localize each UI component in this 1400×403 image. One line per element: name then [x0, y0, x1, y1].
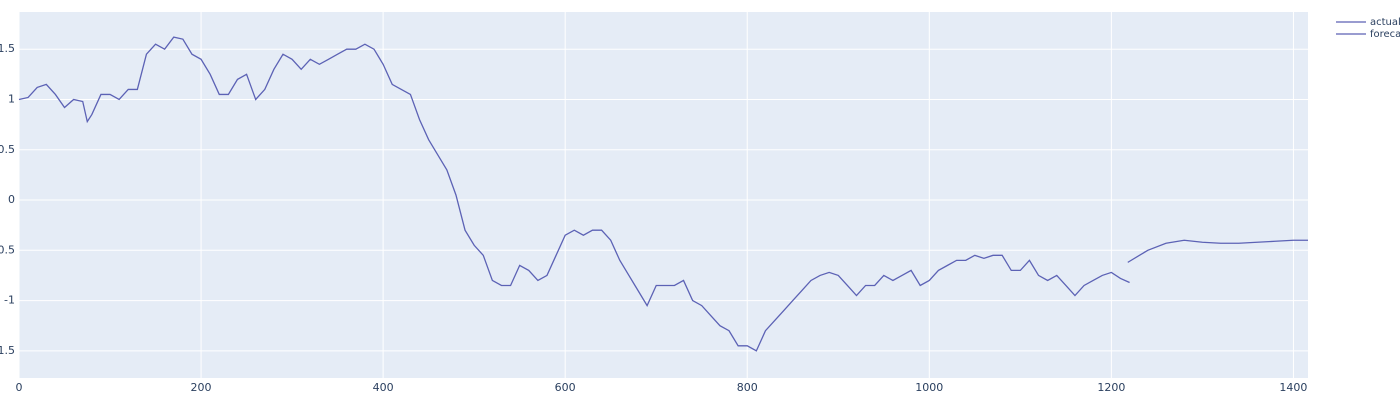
y-tick-label: -0.5 [0, 243, 15, 256]
x-tick-label: 1400 [1279, 381, 1307, 394]
legend-label[interactable]: actual [1370, 17, 1400, 28]
y-tick-label: 0 [8, 193, 15, 206]
x-tick-label: 1200 [1097, 381, 1125, 394]
x-tick-label: 400 [373, 381, 394, 394]
x-tick-label: 600 [555, 381, 576, 394]
y-tick-label: -1 [4, 294, 15, 307]
series-line [18, 36, 1130, 352]
plot-area [19, 12, 1308, 378]
series-line [1127, 239, 1308, 263]
legend-label[interactable]: forecast [1370, 29, 1400, 40]
x-tick-label: 0 [16, 381, 23, 394]
y-tick-label: 0.5 [0, 143, 15, 156]
x-tick-label: 1000 [915, 381, 943, 394]
x-tick-label: 800 [737, 381, 758, 394]
x-tick-label: 200 [191, 381, 212, 394]
y-tick-label: 1.5 [0, 42, 15, 55]
y-tick-label: -1.5 [0, 344, 15, 357]
y-tick-label: 1 [8, 92, 15, 105]
